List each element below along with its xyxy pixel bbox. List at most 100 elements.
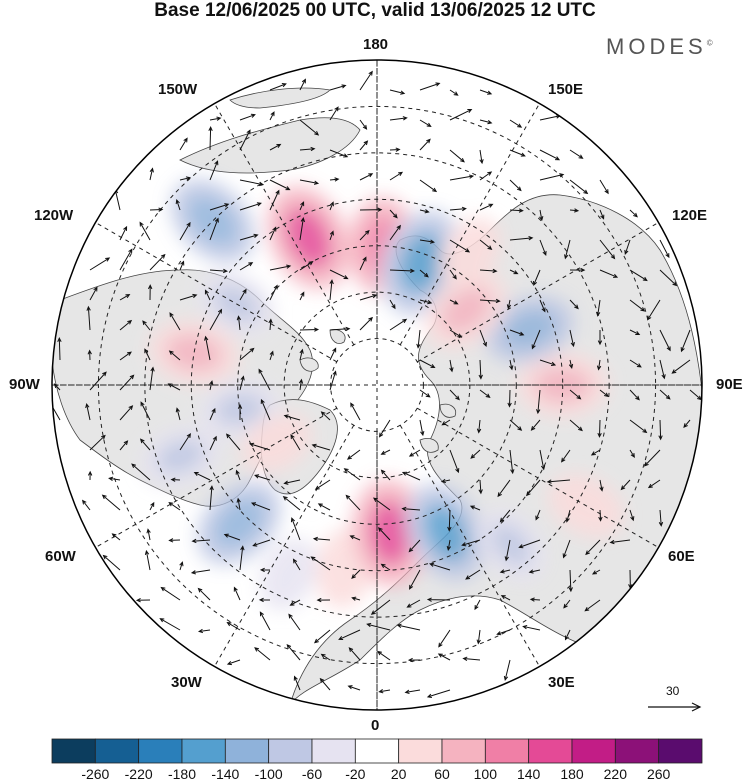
- wind-arrow: [209, 203, 230, 211]
- wind-arrow: [529, 597, 541, 602]
- lon-label-180: 180: [363, 36, 389, 53]
- colorbar-tick-label: 180: [560, 766, 584, 782]
- anomaly-core: [213, 285, 260, 323]
- wind-arrow: [479, 239, 493, 250]
- wind-arrow: [170, 477, 181, 482]
- wind-arrow: [283, 479, 301, 485]
- wind-arrow: [599, 479, 604, 492]
- colorbar-tick-label: -100: [254, 766, 283, 782]
- wind-arrow: [299, 291, 305, 301]
- wind-arrow: [351, 596, 361, 601]
- wind-arrow: [209, 407, 216, 421]
- graticule: [52, 60, 702, 710]
- wind-arrow: [449, 109, 473, 121]
- wind-arrow: [350, 402, 361, 421]
- wind-arrow: [329, 201, 334, 211]
- wind-arrow: [239, 202, 262, 211]
- wind-arrow: [209, 160, 219, 181]
- wind-arrow: [343, 468, 361, 481]
- wind-arrow: [269, 179, 291, 191]
- meridian-line: [214, 424, 355, 667]
- wind-arrow: [209, 435, 217, 451]
- colorbar-swatch: [138, 738, 183, 764]
- colorbar-tick-label: -20: [345, 766, 366, 782]
- wind-arrow: [359, 140, 369, 151]
- wind-arrow: [119, 440, 129, 451]
- wind-arrow: [237, 403, 243, 421]
- wind-arrow: [250, 502, 271, 511]
- wind-arrow: [289, 599, 301, 606]
- wind-arrow: [479, 268, 498, 274]
- wind-arrow: [236, 497, 241, 511]
- wind-arrow: [179, 137, 188, 151]
- wind-arrow: [139, 438, 151, 451]
- map-boundary: [51, 59, 703, 711]
- wind-arrow: [599, 269, 619, 278]
- wind-arrow: [406, 599, 421, 608]
- wind-arrow: [437, 653, 451, 661]
- lon-label-0: 0: [371, 717, 380, 734]
- wind-arrow: [89, 371, 107, 391]
- wind-arrow: [509, 179, 522, 192]
- wind-arrow: [509, 419, 523, 431]
- wind-arrow: [119, 319, 133, 331]
- meridian-line: [214, 103, 355, 346]
- wind-arrow: [419, 269, 429, 278]
- wind-arrow: [389, 89, 406, 95]
- meridian-line: [416, 222, 659, 363]
- wind-arrow: [440, 478, 451, 484]
- wind-arrow: [476, 419, 482, 434]
- wind-arrow: [259, 611, 271, 631]
- wind-arrow: [204, 335, 211, 361]
- wind-arrow: [351, 569, 361, 579]
- wind-arrow: [169, 312, 181, 331]
- wind-arrow: [596, 299, 601, 317]
- wind-arrow: [569, 208, 580, 213]
- wind-arrow: [419, 138, 431, 151]
- wind-arrow: [179, 293, 198, 301]
- wind-arrow: [269, 264, 292, 271]
- wind-arrow: [179, 176, 191, 181]
- wind-arrow: [597, 419, 602, 438]
- wind-arrow: [377, 527, 391, 541]
- wind-arrow: [380, 469, 391, 481]
- lon-label-60e: 60E: [668, 548, 695, 565]
- map-title: Base 12/06/2025 00 UTC, valid 13/06/2025…: [154, 0, 596, 21]
- wind-arrow: [629, 389, 640, 401]
- wind-arrow: [87, 349, 92, 361]
- wind-arrow: [269, 83, 287, 91]
- wind-arrow: [449, 89, 459, 96]
- wind-arrow: [531, 329, 541, 350]
- wind-arrow: [329, 370, 337, 391]
- wind-arrow: [599, 239, 616, 260]
- wind-arrow: [565, 509, 571, 523]
- colorbar-tick-label: 60: [434, 766, 450, 782]
- wind-arrow: [346, 449, 361, 460]
- wind-arrow: [347, 685, 361, 691]
- wind-arrow: [528, 569, 541, 574]
- wind-arrow: [168, 538, 181, 543]
- wind-arrow: [409, 569, 421, 590]
- wind-arrow: [659, 359, 666, 380]
- wind-arrow: [525, 479, 541, 497]
- wind-arrow: [461, 539, 481, 547]
- colorbar-swatch: [354, 738, 400, 764]
- wind-arrow: [299, 78, 306, 91]
- wind-arrow: [539, 359, 557, 366]
- wind-arrow: [609, 539, 631, 545]
- wind-arrow: [569, 149, 584, 159]
- lon-label-30w: 30W: [171, 674, 202, 691]
- wind-arrow: [282, 496, 301, 511]
- wind-arrow: [149, 366, 155, 391]
- wind-arrow: [465, 569, 481, 580]
- wind-arrow: [389, 268, 415, 274]
- wind-arrow: [140, 401, 151, 421]
- wind-arrow: [426, 689, 451, 698]
- wind-arrow: [119, 351, 132, 361]
- wind-arrow: [659, 329, 671, 352]
- wind-arrow: [629, 509, 635, 522]
- wind-arrow: [329, 326, 351, 332]
- wind-arrow: [226, 659, 241, 666]
- wind-arrow: [175, 407, 181, 421]
- wind-arrow: [419, 82, 441, 91]
